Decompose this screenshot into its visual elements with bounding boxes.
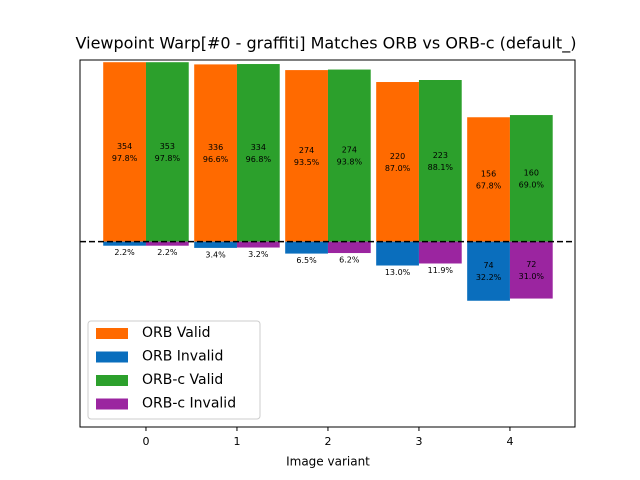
bar [327, 241, 371, 254]
chart-title: Viewpoint Warp[#0 - graffiti] Matches OR… [76, 34, 577, 54]
value-label: 334 96.8% [246, 142, 272, 163]
value-label: 223 88.1% [428, 150, 454, 171]
legend-label: ORB Invalid [142, 349, 223, 365]
percent-label: 97.8% [112, 153, 138, 162]
bar [194, 64, 237, 242]
legend-box [87, 320, 261, 420]
value-label: 6.5% [296, 256, 317, 265]
legend-label: ORB Valid [142, 325, 211, 341]
x-axis-label: Image variant [286, 455, 370, 469]
count-label: 274 [299, 145, 314, 154]
percent-label: 69.0% [519, 180, 545, 189]
bar [327, 69, 371, 242]
count-label: 74 [483, 261, 493, 270]
value-label: 160 69.0% [519, 168, 545, 189]
percent-label: 31.0% [519, 272, 545, 281]
legend-swatch [96, 328, 128, 339]
bar [236, 241, 280, 248]
value-label: 74 32.2% [476, 261, 502, 282]
value-label: 3.4% [205, 250, 226, 259]
bar [467, 241, 510, 301]
count-label: 220 [390, 151, 405, 160]
value-label: 2.2% [114, 248, 135, 257]
x-tick-label: 3 [415, 435, 422, 448]
bar [467, 117, 510, 242]
bar [103, 241, 146, 246]
bar [145, 241, 189, 246]
count-label: 353 [160, 141, 175, 150]
value-label: 220 87.0% [385, 151, 411, 172]
value-label: 274 93.8% [337, 145, 363, 166]
value-label: 156 67.8% [476, 169, 502, 190]
legend-label: ORB-c Invalid [142, 396, 236, 412]
legend-swatch [96, 351, 128, 363]
percent-label: 93.5% [294, 157, 320, 166]
percent-label: 97.8% [155, 153, 181, 162]
bar [418, 80, 462, 242]
count-label: 160 [524, 168, 539, 177]
value-label: 3.2% [248, 250, 269, 259]
value-label: 11.9% [428, 266, 454, 275]
count-label: 223 [433, 150, 448, 159]
bar [376, 82, 419, 242]
percent-label: 67.8% [476, 181, 502, 190]
bar [285, 70, 328, 242]
value-label: 354 97.8% [112, 141, 138, 162]
value-label: 6.2% [339, 256, 360, 265]
bar [418, 241, 462, 264]
value-label: 274 93.5% [294, 145, 320, 166]
bar [285, 241, 328, 254]
x-tick-label: 4 [506, 435, 513, 448]
count-label: 354 [117, 141, 132, 150]
value-label: 13.0% [385, 268, 411, 277]
legend-swatch [96, 375, 128, 386]
bar [376, 241, 419, 266]
x-tick-label: 0 [142, 435, 149, 448]
count-label: 72 [526, 260, 536, 269]
count-label: 334 [251, 142, 266, 151]
percent-label: 93.8% [337, 157, 363, 166]
percent-label: 87.0% [385, 163, 411, 172]
percent-label: 32.2% [476, 273, 502, 282]
value-label: 72 31.0% [519, 260, 545, 281]
legend-swatch [96, 398, 128, 410]
bar [236, 64, 280, 242]
x-tick-label: 2 [324, 435, 331, 448]
x-tick-label: 1 [233, 435, 240, 448]
value-label: 2.2% [157, 248, 178, 257]
percent-label: 96.8% [246, 154, 272, 163]
bar [509, 115, 553, 242]
count-label: 274 [342, 145, 357, 154]
count-label: 156 [481, 169, 496, 178]
percent-label: 96.6% [203, 155, 229, 164]
bar [194, 241, 237, 248]
bar [103, 62, 146, 242]
value-label: 336 96.6% [203, 143, 229, 164]
bar [509, 241, 553, 299]
value-label: 353 97.8% [155, 141, 181, 162]
bar [145, 62, 189, 242]
count-label: 336 [208, 143, 223, 152]
legend-label: ORB-c Valid [142, 372, 223, 388]
percent-label: 88.1% [428, 162, 454, 171]
